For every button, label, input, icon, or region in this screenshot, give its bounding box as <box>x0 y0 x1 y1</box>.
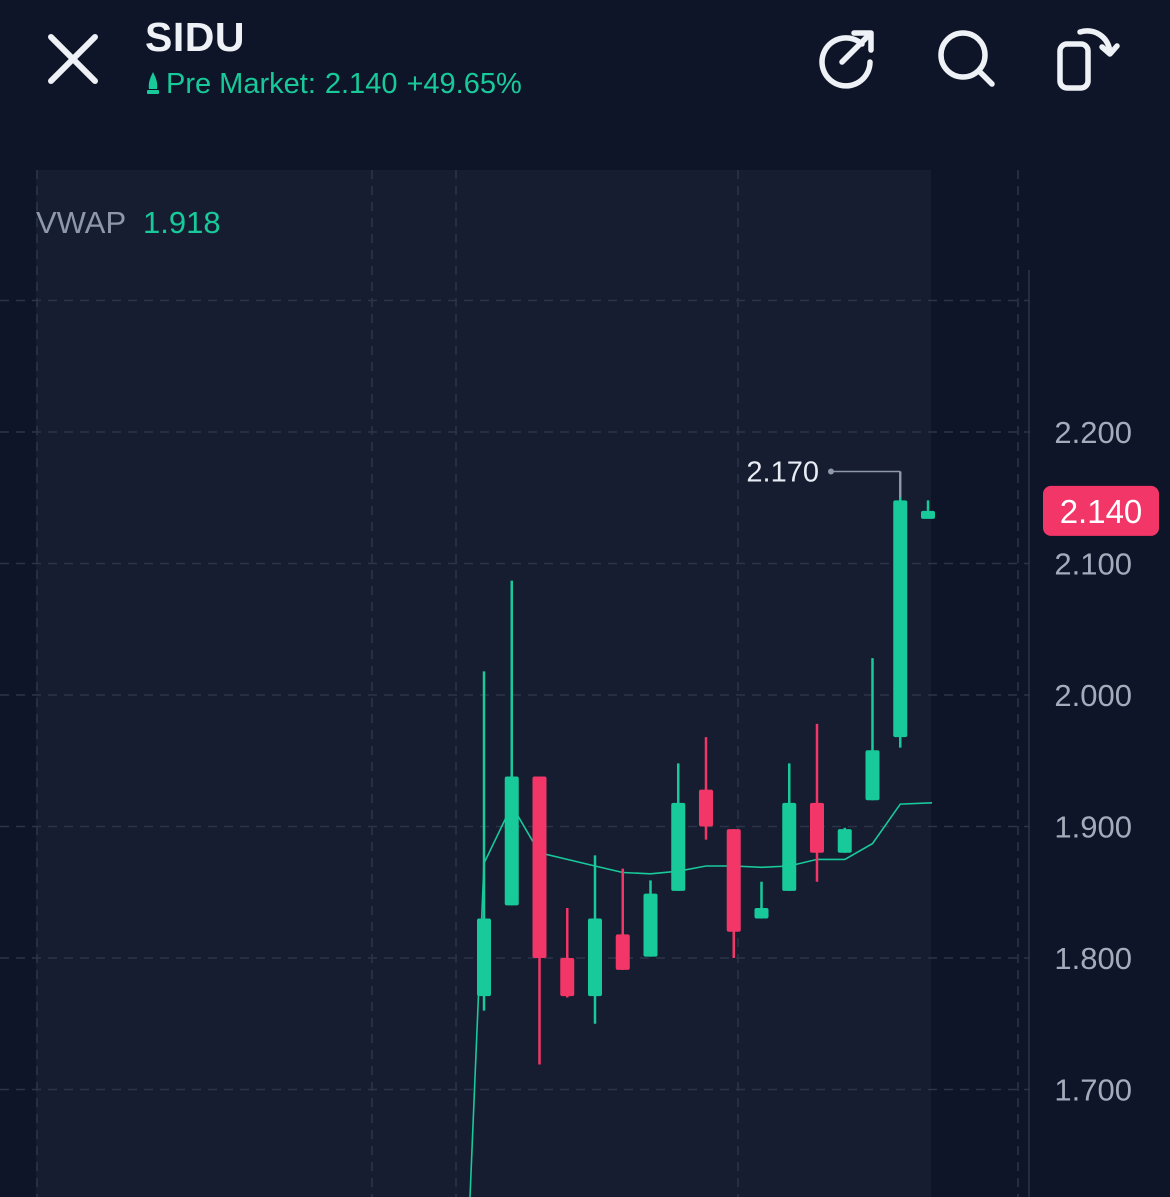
price-axis: 2.200 2.100 2.000 1.900 1.800 1.700 <box>1054 415 1132 1108</box>
candle <box>921 500 935 519</box>
candle-body <box>810 802 824 853</box>
last-price-badge-bg <box>1043 485 1159 536</box>
candle-body <box>893 500 908 738</box>
vwap-value: 1.918 <box>143 205 221 240</box>
candlesticks <box>477 471 935 1065</box>
search-icon[interactable] <box>932 24 1000 92</box>
candle-body <box>588 918 602 997</box>
candle <box>782 763 797 891</box>
candle-body <box>643 893 658 957</box>
candle <box>726 829 741 958</box>
candle <box>504 580 519 906</box>
candle <box>671 763 686 891</box>
candle-body <box>726 829 741 932</box>
price-tick-label: 2.200 <box>1054 415 1132 450</box>
rotate-screen-icon[interactable] <box>1050 22 1122 94</box>
candle-body <box>532 776 547 958</box>
candle <box>865 658 880 801</box>
high-annotation-dot <box>828 468 834 475</box>
candle-body <box>782 802 797 891</box>
last-price-badge: 2.140 <box>1043 485 1159 536</box>
candle <box>643 880 658 957</box>
candle <box>810 723 824 882</box>
candle <box>588 855 602 1024</box>
premarket-price: 2.140 <box>324 68 398 100</box>
last-price-label: 2.140 <box>1060 493 1143 530</box>
candle <box>893 471 908 748</box>
premarket-change: +49.65% <box>406 68 522 100</box>
candle <box>699 737 713 840</box>
candle <box>477 671 491 1011</box>
candle-body <box>921 510 935 519</box>
close-icon[interactable] <box>40 26 106 92</box>
candle <box>837 827 852 853</box>
premarket-icon <box>147 72 159 94</box>
candle-body <box>477 918 491 997</box>
price-tick-label: 1.800 <box>1054 941 1132 976</box>
price-tick-label: 2.000 <box>1054 678 1132 713</box>
candle-body <box>671 802 686 891</box>
candle <box>560 908 575 998</box>
candle <box>754 881 769 919</box>
candle <box>532 776 547 1065</box>
price-tick-label: 2.100 <box>1054 547 1132 582</box>
candle-body <box>837 829 852 853</box>
candle-body <box>865 750 880 801</box>
premarket-quote: Pre Market: 2.140 +49.65% <box>146 68 531 101</box>
candle-body <box>699 789 713 827</box>
top-bar: SIDU Pre Market: 2.140 +49.65% <box>0 0 1170 130</box>
candle-body <box>754 908 769 919</box>
session-label: Pre Market: <box>166 68 316 100</box>
ticker-symbol: SIDU <box>145 14 245 60</box>
vwap-label: VWAP <box>36 205 127 240</box>
external-link-icon[interactable] <box>812 24 880 92</box>
high-annotation-label: 2.170 <box>746 456 819 488</box>
candle-body <box>615 934 630 970</box>
price-tick-label: 1.900 <box>1054 810 1132 845</box>
price-tick-label: 1.700 <box>1054 1073 1132 1108</box>
candle-body <box>504 776 519 906</box>
candle <box>615 868 630 970</box>
candle-body <box>560 958 575 997</box>
chart-annotations: 2.170 <box>746 456 901 498</box>
